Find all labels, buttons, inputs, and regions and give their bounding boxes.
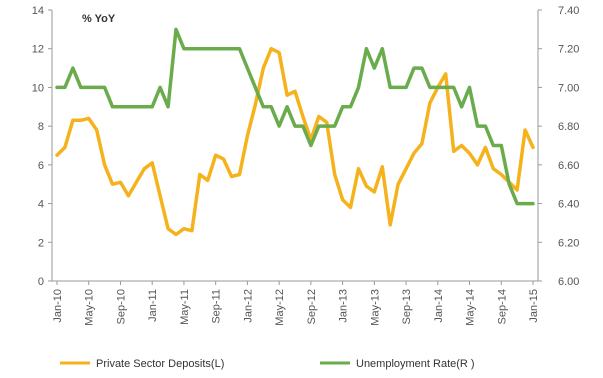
x-tick-label: Jan-15 <box>528 289 540 323</box>
x-tick-label: Jan-13 <box>338 289 350 323</box>
right-tick-label: 6.60 <box>558 160 579 172</box>
x-tick-label: Jan-12 <box>242 289 254 323</box>
left-tick-label: 12 <box>32 44 44 56</box>
x-tick-label: Jan-14 <box>433 289 445 323</box>
right-tick-label: 6.40 <box>558 199 579 211</box>
right-tick-label: 6.00 <box>558 276 579 288</box>
left-tick-label: 4 <box>38 199 44 211</box>
x-tick-label: Sep-14 <box>496 289 508 324</box>
series-line-private-sector-deposits-l <box>55 46 535 237</box>
x-tick-label: Sep-10 <box>115 289 127 324</box>
right-tick-label: 6.80 <box>558 121 579 133</box>
left-tick-label: 0 <box>38 276 44 288</box>
x-tick-label: Sep-11 <box>211 289 223 324</box>
x-tick-label: May-14 <box>465 289 477 326</box>
left-tick-label: 2 <box>38 237 44 249</box>
left-tick-label: 6 <box>38 160 44 172</box>
x-tick-label: Jan-11 <box>147 289 159 322</box>
series-line-unemployment-rate-r <box>55 27 535 206</box>
x-tick-label: May-10 <box>84 289 96 326</box>
legend-label-unemployment-rate: Unemployment Rate(R ) <box>356 358 475 370</box>
legend-label-private-sector-deposits: Private Sector Deposits(L) <box>96 358 224 370</box>
left-tick-label: 14 <box>32 5 44 17</box>
right-tick-label: 7.40 <box>558 5 579 17</box>
chart-axes <box>51 10 539 282</box>
x-tick-label: Jan-10 <box>52 289 64 323</box>
right-tick-label: 6.20 <box>558 237 579 249</box>
right-axis-ticks: 6.00 6.20 6.40 6.60 6.80 7.00 7.20 7.40 <box>538 5 579 288</box>
chart-annotation: % YoY <box>82 13 116 25</box>
left-axis-ticks: 0 2 4 6 8 10 12 14 <box>32 5 52 288</box>
x-tick-label: May-13 <box>369 289 381 326</box>
x-tick-label: May-11 <box>179 289 191 325</box>
x-axis-ticks: Jan-10 May-10 Sep-10 Jan-11 May-11 Sep-11 Jan-… <box>52 281 540 326</box>
right-tick-label: 7.20 <box>558 44 579 56</box>
x-tick-label: Sep-13 <box>401 289 413 324</box>
x-tick-label: Sep-12 <box>306 289 318 324</box>
chart-legend: Private Sector Deposits(L) Unemployment … <box>60 358 475 370</box>
left-tick-label: 10 <box>32 82 44 94</box>
right-tick-label: 7.00 <box>558 82 579 94</box>
series-layer <box>55 27 535 237</box>
left-tick-label: 8 <box>38 121 44 133</box>
x-tick-label: May-12 <box>274 289 286 326</box>
